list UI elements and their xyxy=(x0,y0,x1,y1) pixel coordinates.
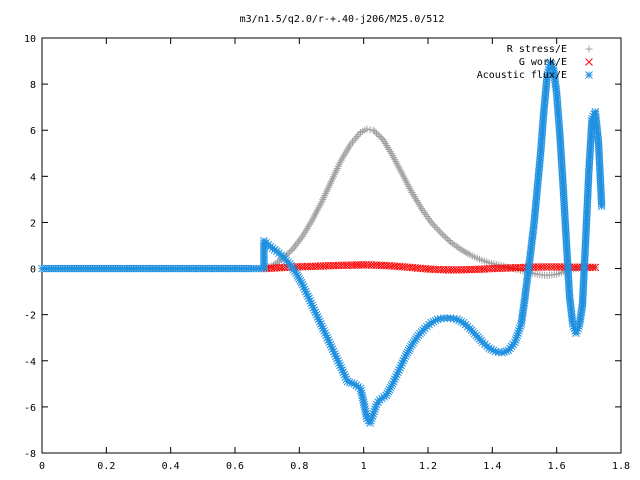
legend-label: Acoustic flux/E xyxy=(477,70,567,81)
series-1 xyxy=(260,261,600,274)
data-point-fill xyxy=(290,243,298,251)
y-tick-label: 10 xyxy=(24,34,36,45)
data-point-fill xyxy=(352,134,360,142)
series-2 xyxy=(38,58,606,427)
data-point-fill xyxy=(440,232,448,240)
data-point-fill xyxy=(434,225,442,233)
data-point-fill xyxy=(376,132,384,140)
x-tick-label: 0 xyxy=(39,461,45,472)
legend: R stress/E G work/E Acoustic flux/E xyxy=(477,44,593,81)
data-point-fill xyxy=(286,248,294,256)
data-point-fill xyxy=(432,224,440,232)
y-tick-label: -4 xyxy=(24,357,36,368)
series-0 xyxy=(260,125,599,279)
legend-label: R stress/E xyxy=(507,44,567,55)
data-point-fill xyxy=(430,222,438,230)
data-point-fill xyxy=(292,241,300,249)
data-point xyxy=(369,126,377,134)
axes: 0 0.2 0.4 0.6 0.8 1 1.2 1.4 1.6 1.8 -8 -6 -4 -2 0 2 4 6 8 1… xyxy=(24,34,630,472)
y-tick-label: 8 xyxy=(30,80,36,91)
data-point-fill xyxy=(297,234,305,242)
data-point-fill xyxy=(287,246,295,254)
plot-frame xyxy=(41,37,622,454)
legend-marker xyxy=(585,71,593,79)
data-point-fill xyxy=(435,227,443,235)
data-point xyxy=(363,125,371,133)
data-point-fill xyxy=(371,128,379,136)
data-point-fill xyxy=(294,238,302,246)
x-tick-label: 0.4 xyxy=(162,461,180,472)
y-tick-label: 2 xyxy=(30,218,36,229)
data-point-fill xyxy=(293,240,301,248)
data-point-fill xyxy=(353,132,361,140)
x-tick-label: 0.8 xyxy=(290,461,308,472)
x-tick-label: 0.2 xyxy=(97,461,115,472)
data-point xyxy=(289,245,297,253)
x-tick-label: 1.6 xyxy=(548,461,566,472)
legend-marker xyxy=(585,58,593,66)
data-point xyxy=(597,202,606,211)
data-point-fill xyxy=(588,263,597,272)
x-tick-label: 1 xyxy=(361,461,367,472)
chart-title: m3/n1.5/q2.0/r-+.40-j206/M25.0/512 xyxy=(240,14,445,25)
y-tick-label: -8 xyxy=(24,449,36,460)
y-tick-label: 0 xyxy=(30,265,36,276)
series-layer xyxy=(38,58,606,427)
y-tick-label: -2 xyxy=(24,311,36,322)
data-point xyxy=(591,263,600,272)
data-point-fill xyxy=(373,129,381,137)
data-point-fill xyxy=(377,134,385,142)
data-point-fill xyxy=(438,230,446,238)
data-point-fill xyxy=(442,233,450,241)
y-tick-label: -6 xyxy=(24,403,36,414)
legend-label: G work/E xyxy=(519,57,567,68)
x-tick-label: 1.8 xyxy=(612,461,630,472)
data-point-fill xyxy=(366,126,374,134)
data-point-fill xyxy=(429,220,437,228)
legend-marker xyxy=(585,45,593,53)
x-tick-label: 1.2 xyxy=(419,461,437,472)
data-point-fill xyxy=(350,136,358,144)
x-tick-label: 1.4 xyxy=(483,461,501,472)
y-tick-label: 4 xyxy=(30,172,36,183)
x-tick-label: 0.6 xyxy=(226,461,244,472)
data-point-fill xyxy=(445,237,453,245)
y-tick-label: 6 xyxy=(30,126,36,137)
data-point xyxy=(437,229,445,237)
data-point-fill xyxy=(355,130,363,138)
data-point xyxy=(427,218,435,226)
data-point-fill xyxy=(296,236,304,244)
data-point-fill xyxy=(443,235,451,243)
data-point-fill xyxy=(374,131,382,139)
